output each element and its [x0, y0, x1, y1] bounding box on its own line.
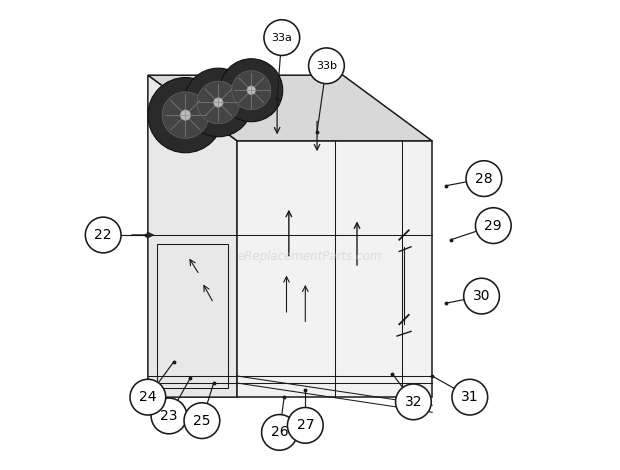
- Circle shape: [464, 278, 500, 314]
- Text: 27: 27: [296, 418, 314, 432]
- Circle shape: [452, 379, 488, 415]
- Circle shape: [213, 98, 223, 107]
- Text: 28: 28: [475, 172, 493, 186]
- Circle shape: [162, 92, 209, 139]
- Circle shape: [180, 110, 191, 120]
- Circle shape: [466, 161, 502, 196]
- Text: 23: 23: [160, 409, 178, 423]
- Circle shape: [264, 20, 299, 55]
- Text: 33a: 33a: [272, 32, 292, 43]
- Circle shape: [262, 415, 298, 450]
- Circle shape: [309, 48, 344, 84]
- Text: eReplacementParts.com: eReplacementParts.com: [238, 250, 382, 263]
- Circle shape: [151, 398, 187, 434]
- Text: 25: 25: [193, 414, 211, 428]
- Circle shape: [476, 208, 511, 243]
- Circle shape: [232, 70, 271, 110]
- Circle shape: [130, 379, 166, 415]
- Circle shape: [247, 86, 255, 94]
- Text: 33b: 33b: [316, 61, 337, 71]
- Text: 26: 26: [271, 425, 288, 439]
- Circle shape: [148, 78, 223, 153]
- Text: 31: 31: [461, 390, 479, 404]
- Circle shape: [197, 81, 239, 124]
- Circle shape: [184, 68, 253, 137]
- Circle shape: [86, 217, 121, 253]
- Text: 24: 24: [139, 390, 157, 404]
- Text: 30: 30: [473, 289, 490, 303]
- Polygon shape: [148, 75, 237, 397]
- Circle shape: [219, 59, 283, 122]
- Text: 32: 32: [405, 395, 422, 409]
- Circle shape: [288, 407, 323, 443]
- Text: 29: 29: [484, 219, 502, 233]
- Circle shape: [396, 384, 432, 420]
- Polygon shape: [148, 75, 432, 141]
- Circle shape: [184, 403, 219, 439]
- Text: 22: 22: [94, 228, 112, 242]
- Polygon shape: [237, 141, 432, 397]
